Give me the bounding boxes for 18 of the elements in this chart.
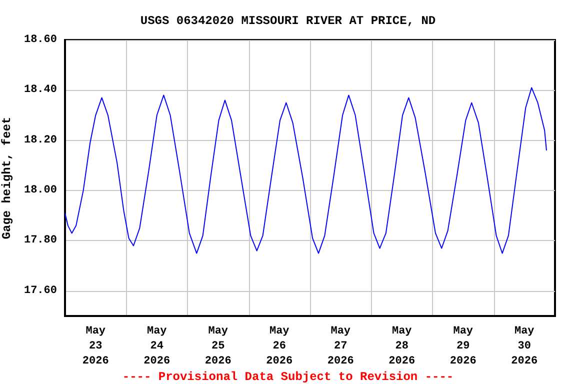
y-tick-label: 18.60 bbox=[24, 34, 57, 46]
x-tick-label: May 25 2026 bbox=[204, 326, 232, 368]
x-tick-label: May 24 2026 bbox=[144, 326, 170, 368]
text: ---- Provisional Data Subject to Revision ---- bbox=[122, 370, 454, 384]
y-tick-label: 18.20 bbox=[24, 134, 57, 146]
y-axis-title: Gage height, feet bbox=[0, 116, 14, 240]
y-tick-label: 18.00 bbox=[24, 184, 57, 197]
x-tick-label: May 28 2026 bbox=[388, 326, 416, 368]
y-tick-label: 17.80 bbox=[24, 234, 57, 247]
y-tick-label: 18.40 bbox=[24, 84, 57, 96]
line-series bbox=[64, 87, 547, 254]
y-tick-label: 17.60 bbox=[24, 284, 57, 297]
x-tick-label: May 26 2026 bbox=[266, 326, 293, 368]
x-tick-label: May 29 2026 bbox=[450, 326, 476, 368]
chart-title: USGS 06342020 MISSOURI RIVER AT PRICE, ND bbox=[140, 14, 436, 28]
x-tick-label: May 30 2026 bbox=[511, 326, 538, 368]
x-tick-label: May 27 2026 bbox=[327, 326, 354, 368]
x-tick-label: May 23 2026 bbox=[82, 326, 109, 368]
